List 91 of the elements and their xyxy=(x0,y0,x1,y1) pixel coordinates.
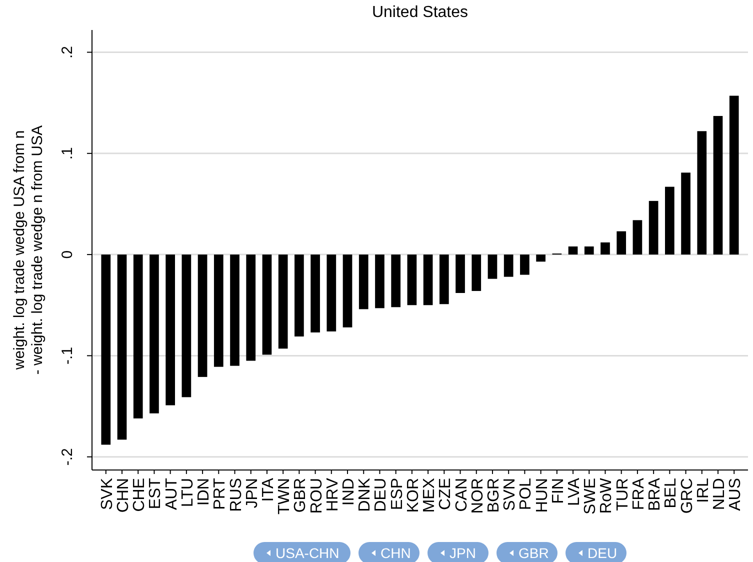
bar xyxy=(488,254,498,279)
bar xyxy=(439,254,449,304)
bar xyxy=(648,200,658,255)
bar xyxy=(150,254,159,414)
x-tick-label: HRV xyxy=(324,478,342,512)
x-tick-label: BRA xyxy=(646,478,664,511)
y-tick-label: 0 xyxy=(59,250,76,259)
x-tick-label: FIN xyxy=(550,478,567,504)
x-tick-label: GBR xyxy=(292,478,310,513)
bar xyxy=(729,96,739,255)
x-tick-label: LVA xyxy=(566,478,584,506)
bar xyxy=(472,254,482,291)
bar xyxy=(391,254,401,308)
bar xyxy=(342,254,352,328)
x-tick-label: RoW xyxy=(598,477,616,514)
x-tick-label: IRL xyxy=(694,478,712,503)
x-tick-label: SVK xyxy=(98,478,116,510)
x-tick-label: AUT xyxy=(163,478,180,510)
bar xyxy=(262,254,272,355)
bar xyxy=(182,254,192,398)
bar xyxy=(278,254,288,349)
x-tick-label: BEL xyxy=(662,478,680,508)
x-tick-label: KOR xyxy=(404,478,422,513)
bar xyxy=(358,254,368,310)
nav-button: USA-CHN xyxy=(254,542,350,562)
x-tick-label: LTU xyxy=(179,478,196,508)
x-tick-label: CZE xyxy=(437,478,454,510)
bar xyxy=(133,254,143,418)
bar xyxy=(407,254,417,306)
bar xyxy=(600,242,610,255)
x-tick-label: GRC xyxy=(678,478,696,514)
bar xyxy=(568,246,578,255)
bar xyxy=(310,254,320,332)
bar xyxy=(198,254,208,377)
x-tick-label: MEX xyxy=(421,478,438,513)
bar xyxy=(166,254,175,406)
nav-button: CHN xyxy=(358,542,420,562)
bar xyxy=(326,254,336,332)
bar xyxy=(681,172,690,255)
x-tick-label: IND xyxy=(340,478,358,506)
bar xyxy=(456,254,465,293)
y-axis-title: weight. log trade wedge USA from n - weight. log trade wedge n from USA xyxy=(11,125,46,375)
bar xyxy=(504,254,514,277)
bar xyxy=(713,116,723,255)
bar xyxy=(423,254,433,306)
x-tick-label: DNK xyxy=(356,478,374,512)
bar xyxy=(101,254,111,445)
x-tick-label: ESP xyxy=(388,478,406,510)
y-tick-label: -.1 xyxy=(59,346,76,364)
nav-button: JPN xyxy=(428,542,488,562)
x-tick-label: RUS xyxy=(228,478,245,512)
bar xyxy=(697,131,707,255)
x-tick-label: JPN xyxy=(244,478,261,508)
x-tick-label: BGR xyxy=(485,478,502,513)
x-tick-label: NOR xyxy=(469,478,486,514)
x-tick-label: CHN xyxy=(115,478,132,513)
bar xyxy=(520,254,530,275)
x-tick-label: IDN xyxy=(196,478,213,506)
x-tick-label: AUS xyxy=(727,478,744,511)
x-tick-label: CAN xyxy=(453,478,470,512)
x-tick-label: EST xyxy=(147,478,164,510)
bar xyxy=(214,254,224,367)
nav-button: GBR xyxy=(496,542,558,562)
bar xyxy=(294,254,304,336)
x-tick-label: POL xyxy=(518,478,535,510)
nav-button: DEU xyxy=(566,542,626,562)
x-tick-label: HUN xyxy=(534,478,551,513)
x-tick-label: FRA xyxy=(630,478,648,510)
bar xyxy=(665,186,674,255)
chart-title: United States xyxy=(372,4,468,21)
bar xyxy=(632,220,642,255)
y-tick-label: .1 xyxy=(59,147,76,160)
bar xyxy=(616,231,626,255)
x-tick-label: TUR xyxy=(614,478,632,511)
bar xyxy=(246,254,256,361)
bar xyxy=(536,254,546,262)
x-tick-label: NLD xyxy=(711,478,728,510)
x-tick-label: DEU xyxy=(372,478,390,512)
x-tick-label: TWN xyxy=(276,478,294,514)
bar xyxy=(584,246,594,255)
bar xyxy=(375,254,384,308)
x-tick-label: PRT xyxy=(212,478,229,510)
bar xyxy=(230,254,240,366)
bar xyxy=(117,254,127,440)
x-tick-label: SWE xyxy=(582,478,600,514)
x-tick-label: ROU xyxy=(308,478,326,514)
x-tick-label: CHE xyxy=(131,478,148,512)
y-tick-label: .2 xyxy=(59,46,76,59)
x-tick-label: SVN xyxy=(502,478,519,511)
x-tick-label: ITA xyxy=(260,478,277,502)
y-tick-label: -.2 xyxy=(59,448,76,466)
